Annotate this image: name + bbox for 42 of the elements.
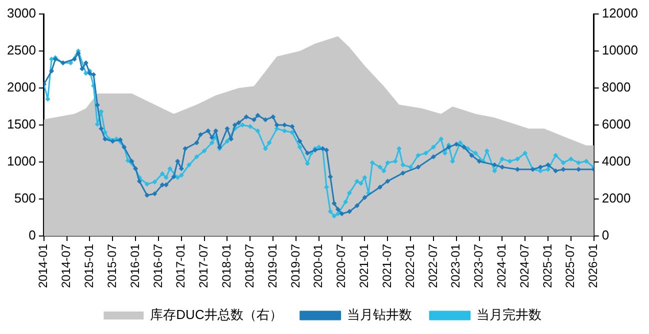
y2-tick-label: 6000 xyxy=(602,116,631,132)
legend-label: 库存DUC井总数（右） xyxy=(150,307,282,322)
y2-tick-label: 12000 xyxy=(602,6,638,21)
x-tick-label: 2014-01 xyxy=(36,244,50,288)
x-tick-label: 2021-07 xyxy=(380,244,394,288)
x-tick-label: 2024-07 xyxy=(517,244,532,288)
x-tick-label: 2018-07 xyxy=(242,244,256,288)
x-tick-label: 2016-01 xyxy=(128,244,142,288)
y2-tick-label: 10000 xyxy=(602,42,638,58)
x-tick-label: 2017-07 xyxy=(196,244,211,288)
x-tick-label: 2020-07 xyxy=(334,244,348,288)
x-tick-label: 2025-07 xyxy=(563,244,578,288)
x-tick-label: 2025-01 xyxy=(540,244,554,288)
x-tick-label: 2019-01 xyxy=(265,244,280,288)
x-tick-label: 2016-07 xyxy=(150,244,165,288)
x-tick-label: 2014-07 xyxy=(59,244,74,288)
x-tick-label: 2024-01 xyxy=(494,244,509,288)
x-tick-label: 2015-07 xyxy=(104,244,119,288)
legend-label: 当月完井数 xyxy=(476,307,542,322)
x-tick-label: 2021-01 xyxy=(357,244,372,288)
y-tick-label: 2000 xyxy=(7,80,36,95)
x-tick-label: 2023-07 xyxy=(472,244,486,288)
y-tick-label: 500 xyxy=(14,190,36,206)
x-tick-label: 2020-01 xyxy=(311,244,326,288)
x-tick-label: 2026-01 xyxy=(586,244,600,288)
x-tick-label: 2018-01 xyxy=(220,244,234,288)
x-tick-label: 2023-01 xyxy=(448,244,463,288)
y-tick-label: 0 xyxy=(28,228,36,243)
y2-tick-label: 0 xyxy=(602,228,610,243)
y-tick-label: 1500 xyxy=(7,116,36,132)
x-tick-label: 2022-01 xyxy=(402,244,417,288)
legend-label: 当月钻井数 xyxy=(346,307,412,322)
x-tick-label: 2019-07 xyxy=(288,244,302,288)
y2-tick-label: 4000 xyxy=(602,154,631,169)
y2-tick-label: 2000 xyxy=(602,190,631,206)
y-tick-label: 3000 xyxy=(7,6,36,21)
y2-tick-label: 8000 xyxy=(602,80,631,95)
y-tick-label: 2500 xyxy=(7,42,36,58)
x-tick-label: 2015-01 xyxy=(82,244,96,288)
x-tick-label: 2017-01 xyxy=(174,244,188,288)
y-tick-label: 1000 xyxy=(7,154,36,169)
x-tick-label: 2022-07 xyxy=(426,244,440,288)
